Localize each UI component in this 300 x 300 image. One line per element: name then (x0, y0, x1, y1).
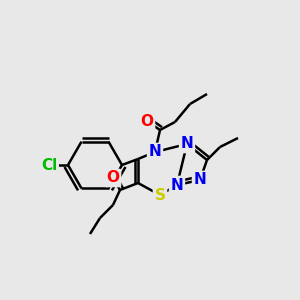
Text: O: O (106, 170, 119, 185)
Text: N: N (181, 136, 194, 152)
Text: Cl: Cl (41, 158, 57, 172)
Text: N: N (194, 172, 206, 188)
Text: N: N (171, 178, 183, 193)
Text: O: O (140, 113, 154, 128)
Text: N: N (148, 145, 161, 160)
Text: S: S (154, 188, 166, 202)
